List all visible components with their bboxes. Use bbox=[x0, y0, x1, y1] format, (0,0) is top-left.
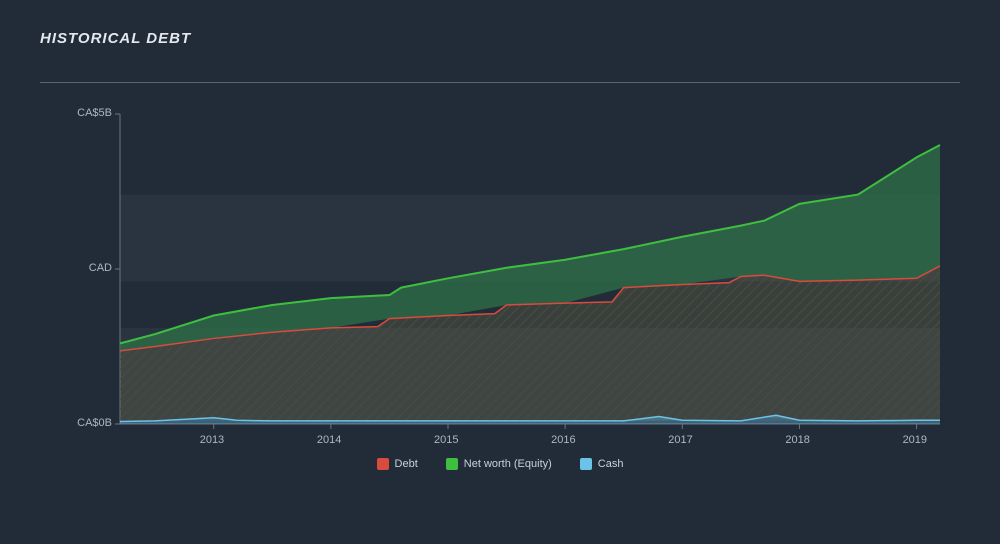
legend-label: Cash bbox=[598, 458, 624, 470]
x-tick-label: 2015 bbox=[434, 434, 458, 446]
legend-label: Net worth (Equity) bbox=[464, 458, 552, 470]
x-tick-label: 2016 bbox=[551, 434, 575, 446]
chart-panel: HISTORICAL DEBT CA$0B CAD CA$5B 2013 2014 20… bbox=[0, 0, 1000, 544]
y-tick-label: CA$0B bbox=[77, 417, 112, 429]
legend-item-debt[interactable]: Debt bbox=[377, 458, 418, 470]
legend-item-cash[interactable]: Cash bbox=[580, 458, 624, 470]
chart-svg bbox=[50, 92, 960, 452]
legend: Debt Net worth (Equity) Cash bbox=[0, 458, 1000, 470]
equity-swatch bbox=[446, 458, 458, 470]
y-tick-label: CA$5B bbox=[77, 107, 112, 119]
cash-swatch bbox=[580, 458, 592, 470]
x-tick-label: 2013 bbox=[200, 434, 224, 446]
title-rule bbox=[40, 82, 960, 83]
chart-title: HISTORICAL DEBT bbox=[40, 30, 191, 47]
legend-label: Debt bbox=[395, 458, 418, 470]
x-tick-label: 2014 bbox=[317, 434, 341, 446]
y-tick-label: CAD bbox=[89, 262, 112, 274]
legend-item-equity[interactable]: Net worth (Equity) bbox=[446, 458, 552, 470]
x-tick-label: 2018 bbox=[785, 434, 809, 446]
debt-swatch bbox=[377, 458, 389, 470]
x-tick-label: 2017 bbox=[668, 434, 692, 446]
x-tick-label: 2019 bbox=[903, 434, 927, 446]
chart-area: CA$0B CAD CA$5B 2013 2014 2015 2016 2017 2018 20… bbox=[50, 92, 960, 452]
